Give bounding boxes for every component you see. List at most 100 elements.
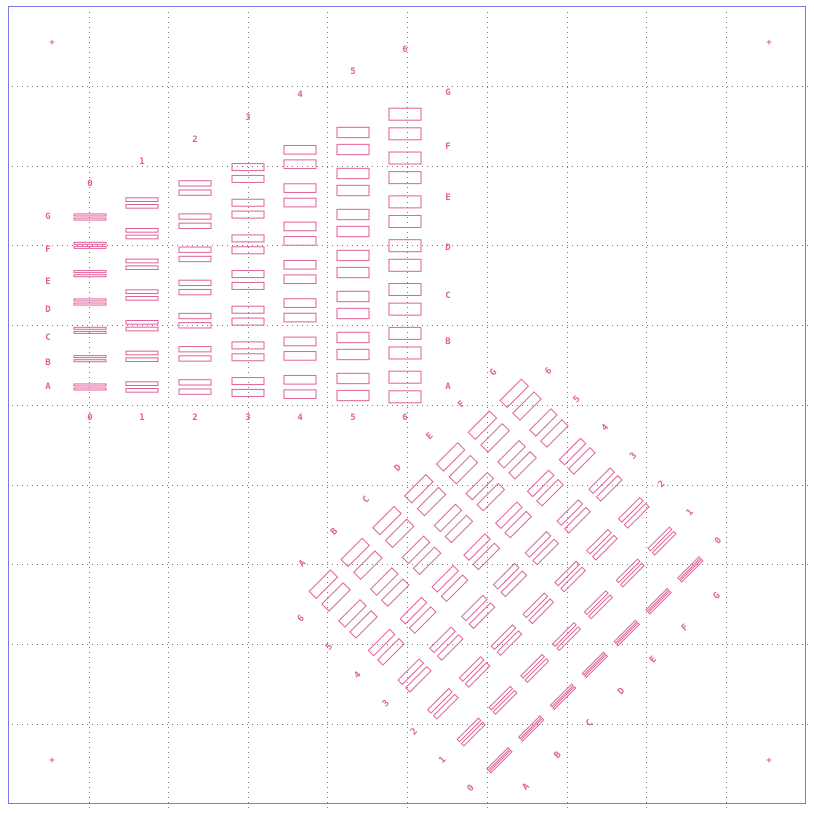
feature-rect — [558, 437, 587, 466]
feature-rect — [283, 389, 317, 400]
row-label-right: G — [445, 88, 450, 98]
feature-rect — [651, 530, 677, 556]
feature-rect — [468, 602, 496, 630]
feature-rect — [617, 496, 644, 523]
feature-rect — [497, 439, 526, 469]
rotated-column-label: 2 — [409, 727, 420, 738]
feature-rect — [125, 197, 159, 202]
rotated-column-label-far: 5 — [572, 394, 583, 405]
feature-rect — [125, 204, 159, 209]
feature-rect — [178, 288, 212, 296]
row-label-right: A — [445, 382, 451, 392]
feature-rect — [283, 259, 317, 270]
feature-rect — [564, 506, 591, 534]
feature-rect — [283, 159, 317, 170]
feature-rect — [388, 258, 422, 272]
feature-rect — [336, 208, 370, 221]
feature-rect — [336, 348, 370, 361]
feature-rect — [372, 505, 402, 536]
feature-rect — [283, 298, 317, 308]
feature-rect — [556, 626, 582, 652]
straight-feature-array: 0 0 1 1 2 2 3 3 4 4 5 5 6 6 A A B B C C D D E E F F G G — [45, 45, 451, 423]
feature-rect — [336, 290, 370, 303]
feature-rect — [549, 683, 574, 708]
feature-rect — [517, 715, 542, 740]
feature-rect — [388, 151, 422, 165]
feature-rect — [231, 270, 265, 279]
feature-rect — [178, 379, 212, 386]
feature-rect — [615, 558, 641, 584]
feature-rect — [429, 626, 456, 654]
feature-rect — [377, 637, 405, 666]
feature-rect — [615, 622, 640, 647]
rotated-row-label: A — [297, 558, 308, 569]
feature-rect — [431, 564, 460, 593]
feature-rect — [388, 239, 422, 253]
column-label-bottom: 4 — [297, 413, 303, 423]
feature-rect — [336, 126, 370, 139]
feature-rect — [73, 383, 107, 387]
feature-rect — [369, 567, 399, 596]
rotated-row-label-far: B — [553, 750, 564, 761]
rotated-row-label-far: C — [584, 718, 595, 729]
feature-rect — [388, 107, 422, 121]
feature-rect — [486, 747, 511, 772]
feature-rect — [336, 266, 370, 279]
column-label-top: 0 — [87, 179, 92, 189]
feature-rect — [583, 590, 609, 616]
feature-rect — [472, 542, 501, 571]
feature-rect — [231, 388, 265, 397]
feature-rect — [178, 388, 212, 395]
feature-rect — [336, 389, 370, 402]
rotated-row-label: D — [393, 462, 404, 473]
feature-rect — [283, 274, 317, 285]
feature-rect — [492, 689, 518, 715]
feature-rect — [178, 346, 212, 353]
feature-rect — [526, 469, 555, 498]
feature-rect — [283, 336, 317, 347]
feature-rect — [283, 351, 317, 361]
row-label-right: B — [445, 337, 451, 347]
feature-rect — [388, 127, 422, 141]
feature-rect — [556, 499, 584, 526]
feature-rect — [408, 606, 437, 634]
feature-rect — [552, 685, 577, 710]
feature-rect — [458, 655, 485, 682]
rotated-row-label: G — [488, 367, 499, 378]
column-label-top: 5 — [350, 67, 355, 77]
rotated-row-label-far: G — [712, 591, 723, 602]
feature-rect — [581, 651, 606, 676]
feature-rect — [412, 546, 442, 576]
feature-rect — [336, 331, 370, 344]
feature-rect — [488, 685, 514, 711]
feature-rect — [73, 330, 107, 334]
feature-rect — [178, 312, 212, 320]
rotated-feature-group: 6 6 5 5 4 4 3 3 2 2 1 1 0 0 A A B B C C D D E E F F G G — [296, 366, 724, 794]
rotated-column-label: 1 — [437, 755, 448, 766]
feature-rect — [231, 198, 265, 207]
row-label-left: F — [45, 245, 50, 255]
feature-rect — [384, 518, 415, 549]
feature-rect — [388, 283, 422, 297]
feature-rect — [460, 594, 488, 622]
feature-rect — [231, 281, 265, 290]
feature-rect — [388, 302, 422, 316]
dot-grid — [12, 12, 812, 812]
rotated-row-label-far: D — [616, 686, 627, 697]
feature-rect — [467, 410, 498, 440]
column-label-bottom: 6 — [402, 413, 407, 423]
rotated-column-label: 6 — [296, 613, 307, 624]
feature-rect — [588, 467, 616, 495]
crosshair-icon: + — [49, 756, 55, 766]
feature-rect — [399, 596, 428, 625]
feature-rect — [496, 630, 523, 657]
feature-rect — [338, 598, 367, 628]
feature-rect — [647, 526, 673, 552]
feature-rect — [528, 408, 558, 437]
feature-rect — [560, 566, 587, 593]
feature-rect — [178, 189, 212, 196]
row-label-right: F — [445, 142, 450, 152]
feature-rect — [73, 217, 107, 221]
feature-rect — [388, 370, 422, 384]
